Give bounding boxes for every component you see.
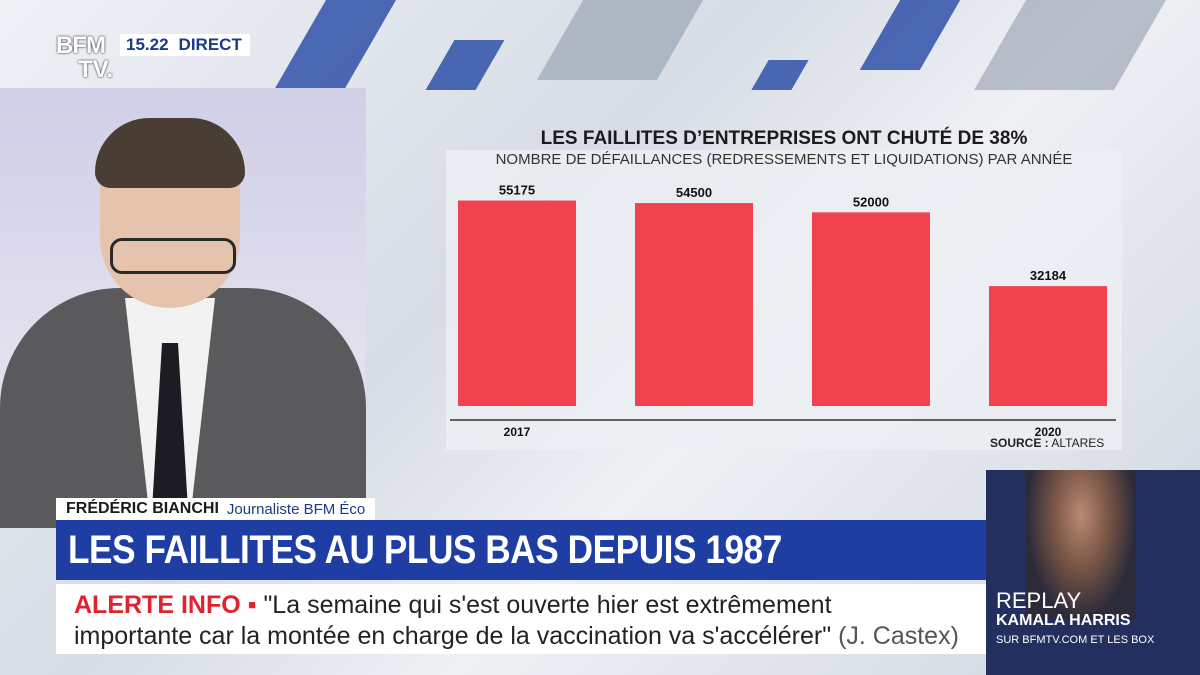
clock-time: 15.22	[126, 35, 169, 54]
replay-photo	[1026, 470, 1136, 620]
bar-item-2	[635, 203, 753, 406]
presenter-glasses	[110, 238, 236, 274]
chart-source: SOURCE : ALTARES	[990, 436, 1104, 450]
name-strap: FRÉDÉRIC BIANCHI Journaliste BFM Éco	[56, 498, 376, 520]
speaker-name: FRÉDÉRIC BIANCHI	[66, 500, 219, 517]
replay-label: REPLAY	[996, 588, 1082, 613]
ticker-line-2: importante car la montée en charge de la…	[74, 622, 832, 650]
replay-promo[interactable]: REPLAY KAMALA HARRIS SUR BFMTV.COM ET LE…	[986, 470, 1200, 675]
ticker-line-1: "La semaine qui s'est ouverte hier est e…	[263, 591, 832, 619]
presenter-video	[0, 88, 366, 528]
chart-subtitle: NOMBRE DE DÉFAILLANCES (REDRESSEMENTS ET…	[495, 151, 1073, 168]
logo-text-top: BFM	[56, 32, 106, 59]
chart-title: LES FAILLITES D’ENTREPRISES ONT CHUTÉ DE…	[540, 128, 1028, 149]
news-ticker: ALERTE INFO ▪ "La semaine qui s'est ouve…	[56, 584, 986, 654]
ticker-source: (J. Castex)	[838, 622, 959, 650]
headline-bar: LES FAILLITES AU PLUS BAS DEPUIS 1987	[56, 520, 986, 580]
headline-text: LES FAILLITES AU PLUS BAS DEPUIS 1987	[68, 527, 782, 572]
presenter-hair	[95, 118, 245, 188]
source-label: SOURCE :	[990, 436, 1049, 450]
bar-value-label: 52000	[853, 194, 889, 209]
category-label: 2020	[1035, 425, 1062, 439]
alert-label: ALERTE INFO ▪	[74, 591, 257, 619]
live-clock: 15.22 DIRECT	[120, 34, 250, 56]
bar-value-label: 32184	[1030, 268, 1067, 283]
bar-value-label: 54500	[676, 185, 712, 200]
logo-text-bottom: TV.	[78, 56, 114, 83]
bar-2020	[989, 286, 1107, 406]
speaker-role: Journaliste BFM Éco	[226, 500, 366, 518]
channel-logo: BFM TV.	[56, 32, 116, 86]
replay-site: SUR BFMTV.COM ET LES BOX	[996, 634, 1155, 646]
category-label: 2017	[504, 425, 531, 439]
live-badge: DIRECT	[178, 35, 242, 54]
bar-2017	[458, 200, 576, 406]
source-value: ALTARES	[1051, 436, 1105, 450]
bar-value-label: 55175	[499, 183, 535, 198]
bar-chart: 55175 2017 54500 52000 32184 2020	[450, 183, 1116, 439]
bar-item-3	[812, 212, 930, 406]
replay-name: KAMALA HARRIS	[996, 612, 1131, 629]
